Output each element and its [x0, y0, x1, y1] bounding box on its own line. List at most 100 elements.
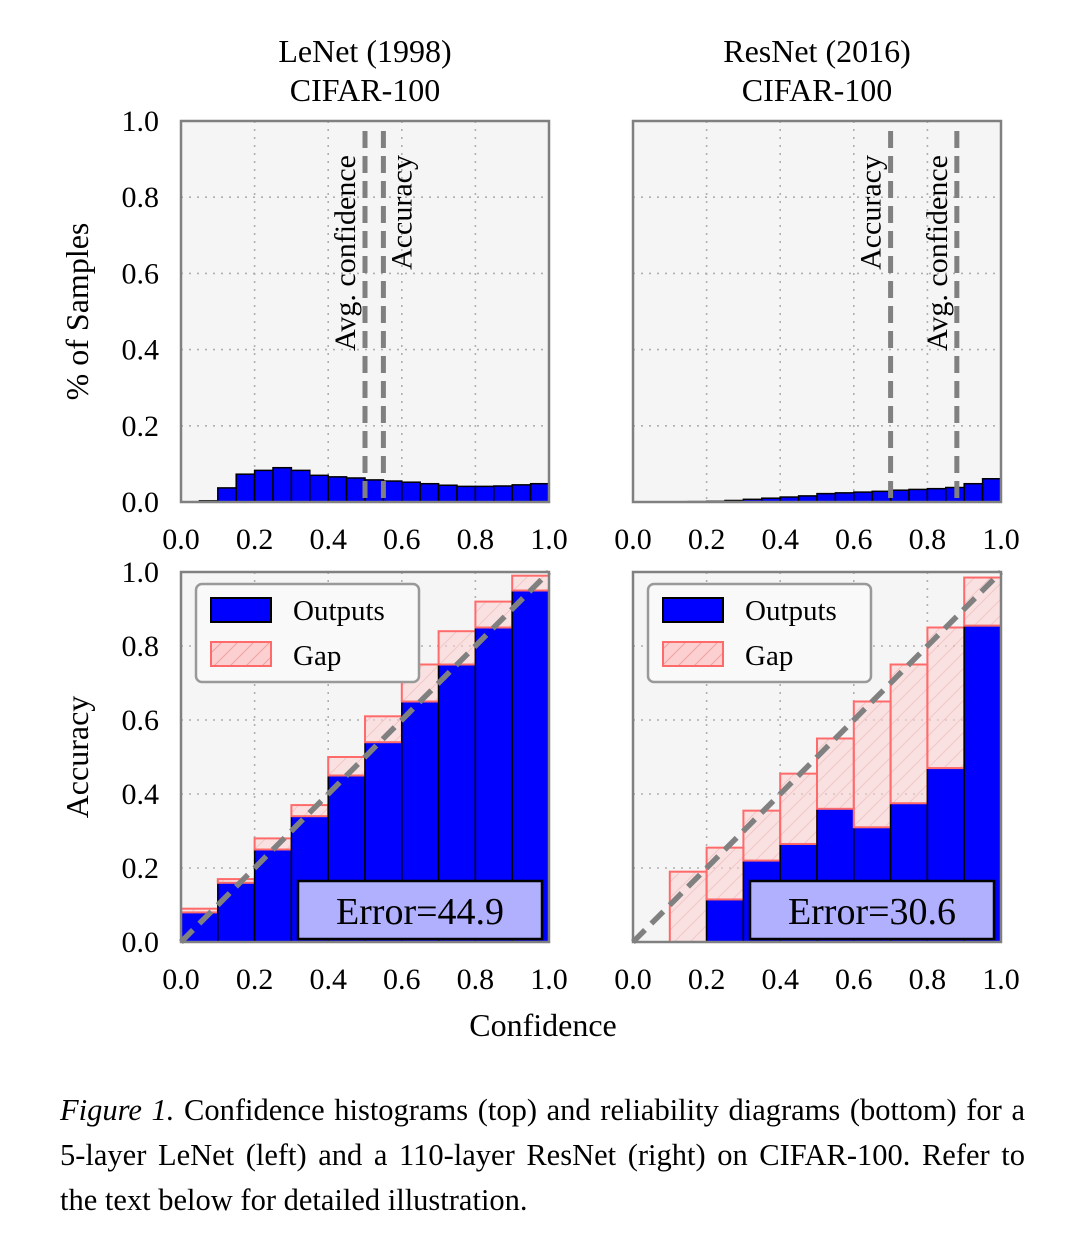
- x-tick-label: 0.6: [383, 963, 421, 996]
- legend: Outputs Gap: [646, 582, 873, 684]
- legend-swatch-gap: [662, 641, 724, 667]
- error-text: Error=44.9: [336, 891, 504, 933]
- chart-panel-4: Outputs Gap Error=30.6 0.0 0.2 0.4 0.6 0.8 1.0 Co…: [469, 570, 1020, 1043]
- gap-bar: [889, 663, 929, 805]
- legend-label-gap: Gap: [293, 640, 341, 672]
- x-tick-label: 1.0: [530, 963, 568, 996]
- y-axis-label: Accuracy: [59, 696, 95, 819]
- y-tick-label: 0.6: [122, 257, 160, 290]
- legend-swatch-gap: [210, 641, 272, 667]
- x-tick-label: 0.6: [835, 523, 873, 556]
- histogram-bar: [364, 479, 385, 503]
- y-tick-label: 0.8: [122, 630, 160, 663]
- chart-title-line: CIFAR-100: [742, 72, 893, 108]
- x-tick-label: 1.0: [530, 523, 568, 556]
- chart-panel-1: Avg. confidence Accuracy 0.0 0.2 0.4 0.6 0.8 1.…: [59, 33, 568, 556]
- caption-lead: Figure 1.: [60, 1093, 175, 1127]
- histogram-bar: [529, 482, 550, 503]
- histogram-bar: [235, 473, 256, 503]
- y-tick-label: 0.4: [122, 334, 160, 367]
- histogram-bar: [908, 488, 929, 503]
- y-tick-label: 1.0: [122, 105, 160, 138]
- y-tick-label: 0.2: [122, 410, 160, 443]
- axes-frame: [631, 570, 1003, 944]
- histogram-bar: [493, 485, 513, 503]
- histogram-bar: [474, 485, 495, 503]
- x-tick-label: 0.8: [457, 523, 495, 556]
- x-tick-label: 0.8: [457, 963, 495, 996]
- histogram-bar: [963, 482, 984, 503]
- y-tick-label: 0.4: [122, 778, 160, 811]
- gap-bar: [180, 907, 219, 914]
- histogram-bar: [437, 484, 458, 503]
- figure-caption: Figure 1. Confidence histograms (top) an…: [60, 1088, 1025, 1223]
- y-tick-label: 0.2: [122, 852, 160, 885]
- x-axis-label: Confidence: [469, 1007, 617, 1043]
- caption-text: Confidence histograms (top) and reliabil…: [60, 1093, 1025, 1218]
- histogram-bar: [816, 492, 837, 503]
- vline-label: Accuracy: [855, 155, 888, 270]
- x-tick-label: 1.0: [982, 963, 1020, 996]
- y-axis-label: % of Samples: [59, 223, 95, 401]
- gap-bar: [705, 846, 745, 901]
- x-tick-label: 0.4: [309, 523, 347, 556]
- legend-swatch-outputs: [662, 597, 724, 623]
- legend-label-gap: Gap: [745, 640, 793, 672]
- histogram-bar: [853, 491, 873, 503]
- outputs-bar: [217, 882, 256, 943]
- figure-canvas: Avg. confidence Accuracy 0.0 0.2 0.4 0.6 0.8 1.…: [59, 33, 1020, 1043]
- x-tick-label: 0.2: [236, 523, 274, 556]
- gap-bar: [742, 809, 782, 862]
- x-tick-label: 0.0: [162, 523, 200, 556]
- error-box: [748, 879, 996, 941]
- vline-label: Avg. confidence: [329, 155, 362, 351]
- chart-title-line: CIFAR-100: [290, 72, 441, 108]
- chart-title-line: ResNet (2016): [723, 33, 911, 69]
- x-tick-label: 0.8: [909, 963, 947, 996]
- legend-label-outputs: Outputs: [293, 595, 385, 627]
- x-tick-label: 0.2: [688, 963, 726, 996]
- histogram-bar: [345, 477, 366, 503]
- gap-bar: [668, 870, 708, 944]
- x-tick-label: 0.4: [761, 963, 799, 996]
- histogram-bar: [327, 476, 348, 503]
- legend-swatch-outputs: [210, 597, 272, 623]
- axes-frame: [179, 119, 551, 504]
- plot-background: [633, 121, 1001, 502]
- vline-label: Accuracy: [385, 155, 418, 270]
- histogram-bar: [401, 481, 421, 503]
- x-tick-label: 0.0: [614, 963, 652, 996]
- histogram-bar: [981, 478, 1002, 503]
- vline-label: Avg. confidence: [921, 155, 954, 351]
- gap-bar: [216, 878, 256, 884]
- x-tick-label: 0.8: [909, 523, 947, 556]
- y-tick-label: 0.0: [122, 486, 160, 519]
- histogram-bar: [290, 469, 311, 503]
- gap-bar: [779, 772, 819, 845]
- chart-panel-2: Accuracy Avg. confidence 0.0 0.2 0.4 0.6 0.8 1.…: [614, 33, 1020, 556]
- axes-frame: [179, 570, 551, 944]
- x-tick-label: 1.0: [982, 523, 1020, 556]
- histogram-bar: [382, 480, 403, 503]
- axes-frame: [631, 119, 1003, 504]
- error-text: Error=30.6: [788, 891, 956, 933]
- histogram-bar: [926, 487, 947, 503]
- x-tick-label: 0.0: [162, 963, 200, 996]
- gap-bar: [926, 626, 966, 770]
- error-box: [296, 879, 544, 941]
- histogram-bar: [889, 489, 910, 503]
- legend-label-outputs: Outputs: [745, 595, 837, 627]
- histogram-bar: [456, 485, 477, 503]
- x-tick-label: 0.4: [761, 523, 799, 556]
- error-label: Error=30.6: [748, 879, 996, 941]
- histogram-bar: [272, 466, 293, 503]
- x-tick-label: 0.2: [688, 523, 726, 556]
- x-tick-label: 0.6: [383, 523, 421, 556]
- x-tick-label: 0.0: [614, 523, 652, 556]
- y-tick-label: 1.0: [122, 556, 160, 589]
- histogram-bar: [419, 482, 440, 503]
- calibration-diagonal: [179, 570, 551, 944]
- y-tick-label: 0.0: [122, 926, 160, 959]
- x-tick-label: 0.6: [835, 963, 873, 996]
- error-label: Error=44.9: [296, 879, 544, 941]
